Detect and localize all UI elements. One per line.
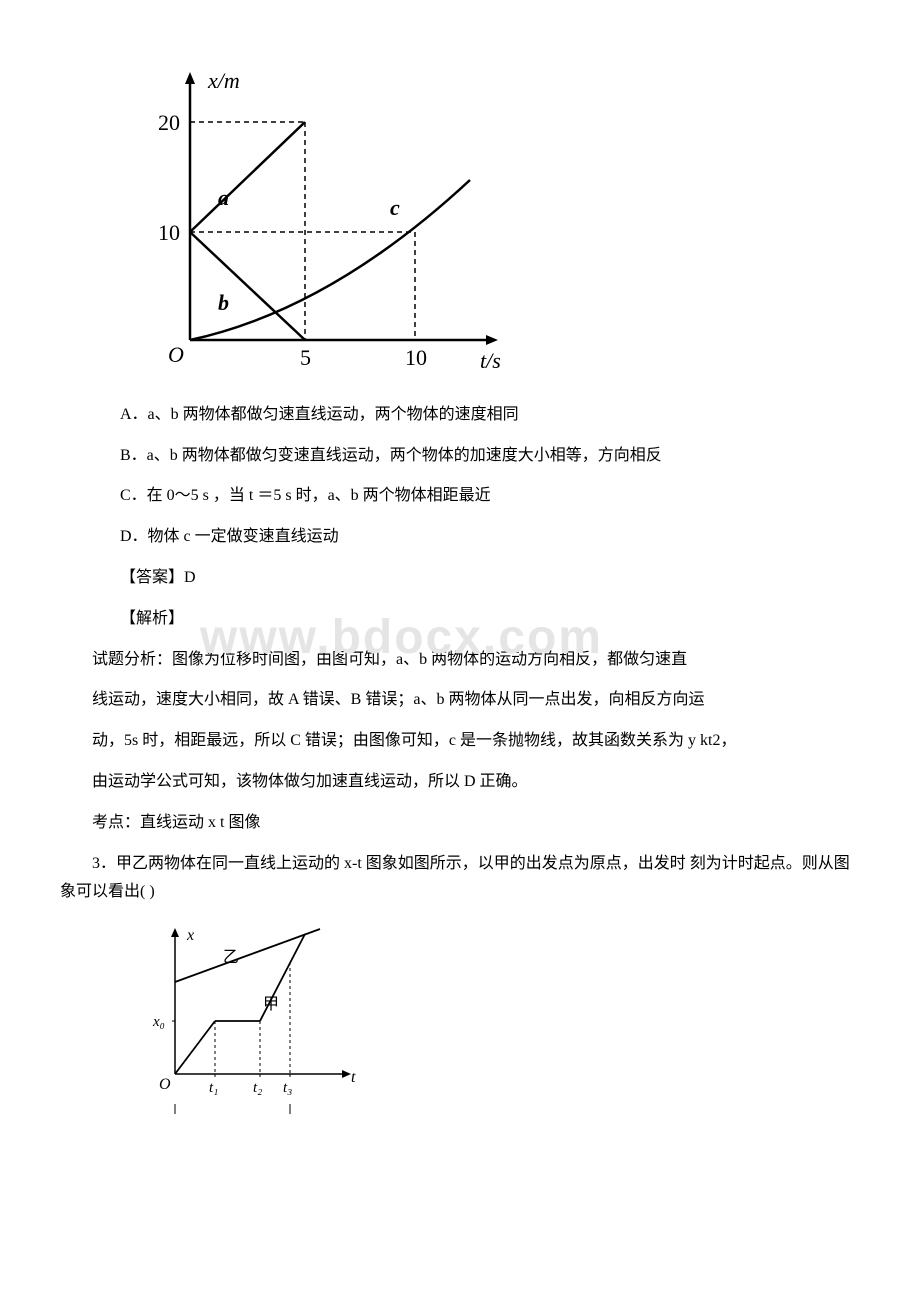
svg-text:20: 20	[158, 110, 180, 135]
svg-text:x: x	[186, 927, 194, 944]
option-d: D．物体 c 一定做变速直线运动	[120, 523, 860, 552]
svg-text:x₀: x₀	[152, 1014, 165, 1030]
svg-text:a: a	[218, 185, 229, 210]
option-a: A．a、b 两物体都做匀速直线运动，两个物体的速度相同	[120, 401, 860, 430]
analysis-line-4: 由运动学公式可知，该物体做匀加速直线运动，所以 D 正确。	[60, 768, 860, 797]
chart-2-svg: x t O x₀ t₁ t₂ t₃ 乙 甲	[140, 919, 380, 1119]
svg-text:5: 5	[300, 345, 311, 370]
svg-text:10: 10	[405, 345, 427, 370]
svg-text:乙: 乙	[223, 949, 239, 966]
analysis-line-1: 试题分析：图像为位移时间图，由图可知，a、b 两物体的运动方向相反，都做匀速直	[60, 646, 860, 675]
analysis-line-5: 考点：直线运动 x t 图像	[60, 809, 860, 838]
analysis-line-3: 动，5s 时，相距最远，所以 C 错误；由图像可知，c 是一条抛物线，故其函数关…	[60, 727, 860, 756]
svg-text:t₁: t₁	[209, 1080, 218, 1096]
svg-text:x/m: x/m	[207, 68, 240, 93]
chart-1-container: x/m t/s 20 10 O 5 10 a b c	[140, 60, 860, 381]
analysis-label: 【解析】	[120, 605, 860, 634]
chart-1-svg: x/m t/s 20 10 O 5 10 a b c	[140, 60, 520, 370]
svg-text:t: t	[351, 1069, 356, 1086]
question-3: 3．甲乙两物体在同一直线上运动的 x-t 图象如图所示，以甲的出发点为原点，出发…	[60, 850, 860, 908]
analysis-line-2: 线运动，速度大小相同，故 A 错误、B 错误；a、b 两物体从同一点出发，向相反…	[60, 686, 860, 715]
option-c: C．在 0～5 s ，当 t ＝5 s 时，a、b 两个物体相距最近	[120, 482, 860, 511]
svg-text:甲: 甲	[263, 996, 279, 1013]
option-b: B．a、b 两物体都做匀变速直线运动，两个物体的加速度大小相等，方向相反	[120, 442, 860, 471]
answer-text: 【答案】D	[120, 564, 860, 593]
svg-text:c: c	[390, 195, 400, 220]
svg-text:O: O	[168, 342, 184, 367]
svg-text:10: 10	[158, 220, 180, 245]
chart-2-container: x t O x₀ t₁ t₂ t₃ 乙 甲	[140, 919, 860, 1130]
svg-text:O: O	[159, 1076, 171, 1093]
svg-text:b: b	[218, 290, 229, 315]
svg-text:t/s: t/s	[480, 348, 501, 370]
svg-text:t₃: t₃	[283, 1080, 292, 1096]
svg-text:t₂: t₂	[253, 1080, 262, 1096]
